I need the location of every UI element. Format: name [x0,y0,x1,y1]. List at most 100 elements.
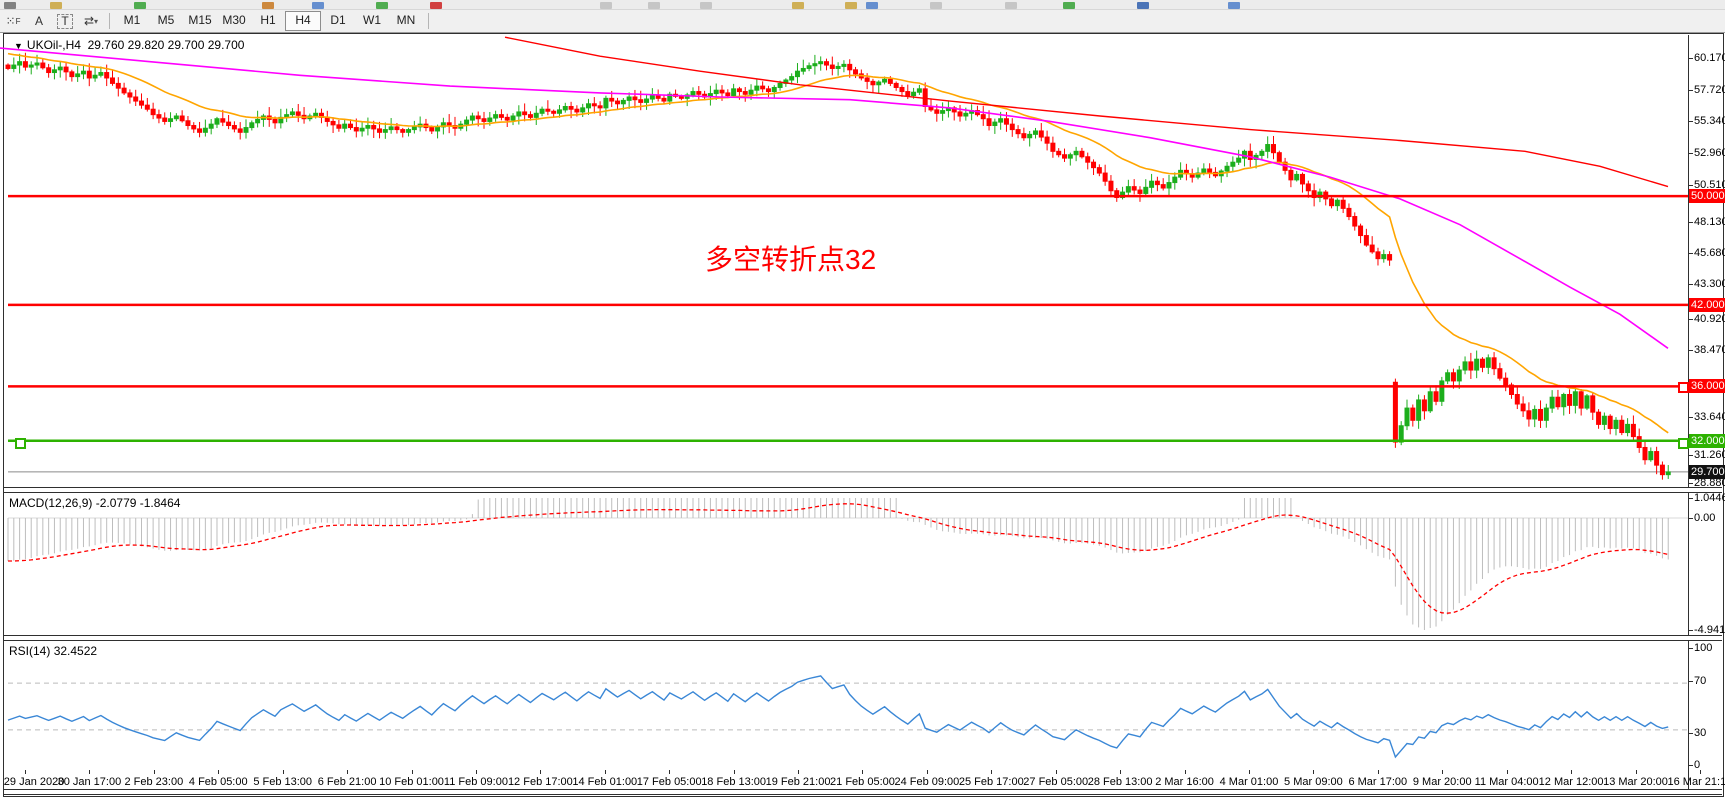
axis-tick-mark [1688,518,1693,519]
time-axis-tick [669,770,671,774]
axis-tick-mark [1688,733,1693,734]
price-axis-label: 0.00 [1694,512,1716,524]
cycle-arrows-icon[interactable]: ⇄ ▾ [83,14,99,28]
time-axis-tick [347,770,349,774]
toolbar-separator [109,13,110,29]
timeframe-button-h4[interactable]: H4 [285,11,321,31]
axis-tick-mark [1688,319,1693,320]
time-axis-label: 4 Feb 05:00 [188,776,248,788]
price-axis-line [1688,35,1689,790]
time-axis-label: 13 Mar 20:00 [1603,776,1668,788]
level-price-badge: 42.000 [1689,297,1725,312]
time-axis-tick [604,770,606,774]
timeframe-button-m1[interactable]: M1 [123,13,141,27]
timeframe-button-mn[interactable]: MN [396,13,416,27]
panel-separator-macd[interactable] [4,487,1722,493]
timeframe-button-d1[interactable]: D1 [330,13,346,27]
time-axis-tick [153,770,155,774]
time-axis-label: 29 Jan 2020 [3,776,65,788]
time-axis-tick [1055,770,1057,774]
time-axis-tick [1248,770,1250,774]
collapse-triangle-icon[interactable]: ▼ [14,41,23,51]
grid-f-icon[interactable]: ⁙ F [5,14,21,28]
font-a-icon[interactable]: A [34,14,43,28]
axis-tick-mark [1688,765,1693,766]
timeframe-button-m30[interactable]: M30 [222,13,246,27]
ohlc-quotes: 29.760 29.820 29.700 29.700 [87,38,245,52]
axis-tick-mark [1688,222,1693,223]
time-axis-tick [89,770,91,774]
symbol-label: UKOil-,H4 [26,38,81,52]
time-axis-label: 11 Feb 09:00 [443,776,508,788]
time-axis-tick [1377,770,1379,774]
hline-anchor-icon[interactable] [1678,438,1689,449]
time-axis-label: 17 Feb 05:00 [636,776,702,788]
price-axis-label: 40.920 [1694,313,1725,325]
panel-separator-rsi[interactable] [4,635,1722,641]
time-axis-label: 16 Mar 21:15 [1667,776,1725,788]
price-axis-label: 52.960 [1694,147,1725,159]
axis-tick-mark [1688,185,1693,186]
price-axis-label: 38.470 [1694,344,1725,356]
level-price-badge: 36.000 [1689,379,1725,394]
time-axis-label: 24 Feb 09:00 [894,776,960,788]
time-axis-label: 21 Feb 05:00 [830,776,895,788]
chart-annotation-text: 多空转折点32 [705,244,877,275]
timeframe-button-m5[interactable]: M5 [157,13,175,27]
hline-anchor-icon[interactable] [15,438,26,449]
time-axis-tick [218,770,220,774]
chart-title[interactable]: ▼ UKOil-,H4 29.760 29.820 29.700 29.700 [14,38,244,52]
time-axis-tick [1635,770,1637,774]
timeframe-button-w1[interactable]: W1 [363,13,381,27]
time-axis-tick [798,770,800,774]
time-axis-tick [991,770,993,774]
time-axis-label: 25 Feb 17:00 [958,776,1024,788]
chart-window[interactable] [3,33,1724,797]
time-axis-separator [4,789,1722,795]
time-axis-tick [540,770,542,774]
hline-anchor-icon[interactable] [1678,382,1689,393]
time-axis-tick [1313,770,1315,774]
axis-tick-mark [1688,121,1693,122]
toolbar-separator [428,13,429,29]
time-axis-tick [862,770,864,774]
macd-label: MACD(12,26,9) -2.0779 -1.8464 [9,496,181,510]
clipped-toolbar-row [0,0,1725,10]
price-axis-label: 100 [1694,642,1713,654]
timeframe-button-h1[interactable]: H1 [260,13,276,27]
price-axis-label: 60.170 [1694,52,1725,64]
time-axis-label: 6 Feb 21:00 [317,776,377,788]
time-axis-tick [475,770,477,774]
time-axis-label: 5 Mar 09:00 [1284,776,1343,788]
time-axis-label: 18 Feb 13:00 [701,776,767,788]
price-axis-label: 70 [1694,675,1707,687]
price-axis-label: 33.640 [1694,411,1725,423]
axis-tick-mark [1688,498,1693,499]
price-axis-label: 50.510 [1694,179,1725,191]
time-axis-label: 2 Mar 16:00 [1155,776,1214,788]
rsi-value: 32.4522 [53,644,98,658]
timeframe-button-m15[interactable]: M15 [188,13,212,27]
axis-tick-mark [1688,681,1693,682]
level-price-badge: 32.000 [1689,433,1725,448]
time-axis-tick [1571,770,1573,774]
dropdown-arrow-icon: ▾ [94,16,99,26]
time-axis-label: 19 Feb 21:00 [765,776,831,788]
rsi-label: RSI(14) 32.4522 [9,644,98,658]
level-price-badge: 50.000 [1689,189,1725,204]
current-price-badge: 29.700 [1689,464,1725,479]
time-axis-label: 11 Mar 04:00 [1474,776,1539,788]
timeframe-button-group: M1 M5 M15 M30 H1 H4 D1 W1 MN [115,11,423,31]
time-axis-label: 12 Feb 17:00 [507,776,573,788]
axis-tick-mark [1688,90,1693,91]
time-axis-tick [1442,770,1444,774]
axis-tick-mark [1688,417,1693,418]
price-axis-label: 1.0446 [1694,492,1725,504]
time-axis-tick [1120,770,1122,774]
price-axis-label: 28.880 [1694,477,1725,489]
time-axis-tick [733,770,735,774]
text-box-icon[interactable]: T [53,12,77,30]
price-axis-label: 45.680 [1694,247,1725,259]
time-axis-tick [25,770,26,774]
time-axis-tick [282,770,284,774]
